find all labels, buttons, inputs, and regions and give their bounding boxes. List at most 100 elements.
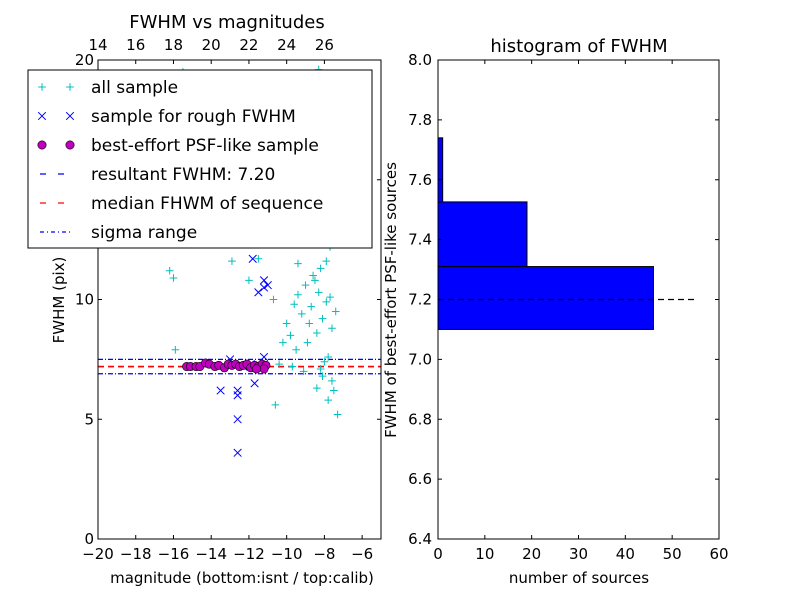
plus-point bbox=[331, 307, 340, 316]
y-tick-label: 7.0 bbox=[408, 350, 432, 368]
plus-point bbox=[326, 293, 334, 301]
fwhm-histogram-chart: histogram of FWHM 0 10 20 30 40 50 60 6.46.66.… bbox=[382, 36, 729, 587]
right-y-ticks: 6.4 6.6 6.8 7.0 7.2 7.4 7.6 7.8 8.0 bbox=[408, 51, 719, 548]
plus-point bbox=[305, 319, 314, 328]
plus-point bbox=[307, 302, 315, 311]
y-tick-label: 5 bbox=[84, 410, 94, 428]
legend-marker-swatch bbox=[37, 111, 47, 121]
left-x-ticks: −20 −18 −16 −14 −12 −10 −8 −6 bbox=[82, 535, 373, 563]
plus-point bbox=[313, 384, 321, 392]
left-chart-title: FWHM vs magnitudes bbox=[129, 12, 324, 33]
x-point bbox=[250, 379, 259, 388]
x-tick-label: 20 bbox=[522, 545, 541, 563]
x-tick-label: −14 bbox=[195, 545, 227, 563]
plus-point bbox=[309, 271, 317, 280]
plus-point bbox=[316, 365, 325, 373]
legend-box bbox=[27, 69, 373, 249]
y-tick-label: 20 bbox=[75, 51, 94, 69]
circle-point bbox=[251, 364, 261, 374]
y-tick-label: 0 bbox=[84, 530, 94, 548]
top-tick-label: 16 bbox=[126, 36, 145, 54]
y-tick-label: 7.6 bbox=[408, 171, 432, 189]
legend-marker-swatch bbox=[65, 111, 75, 121]
x-tick-label: −12 bbox=[233, 545, 265, 563]
x-point bbox=[263, 280, 272, 290]
x-point bbox=[248, 254, 257, 263]
right-chart-title: histogram of FWHM bbox=[490, 36, 667, 57]
legend-marker-swatch bbox=[66, 83, 74, 91]
plus-point bbox=[279, 338, 287, 347]
legend-label: resultant FWHM: 7.20 bbox=[91, 165, 275, 185]
plus-point bbox=[316, 264, 325, 273]
circle-point bbox=[259, 364, 269, 374]
plus-point bbox=[333, 410, 342, 419]
plus-point bbox=[286, 331, 295, 340]
plus-point bbox=[322, 257, 331, 265]
left-top-ticks: 14 16 18 20 22 24 26 bbox=[88, 36, 334, 64]
plus-point bbox=[171, 345, 180, 354]
left-y-axis-label: FWHM (pix) bbox=[50, 257, 68, 344]
legend-label: best-effort PSF-like sample bbox=[91, 136, 319, 156]
x-tick-label: 50 bbox=[663, 545, 682, 563]
left-x-axis-label: magnitude (bottom:isnt / top:calib) bbox=[110, 569, 374, 587]
right-plot-area bbox=[437, 137, 696, 330]
top-tick-label: 18 bbox=[164, 36, 183, 54]
plus-point bbox=[318, 372, 327, 380]
series-x bbox=[216, 254, 272, 457]
x-point bbox=[259, 276, 269, 285]
legend-entry: sample for rough FWHM bbox=[37, 107, 296, 127]
y-tick-label: 7.4 bbox=[408, 231, 432, 249]
x-tick-label: −18 bbox=[120, 545, 152, 563]
plus-point bbox=[165, 266, 174, 275]
plus-point bbox=[292, 345, 300, 354]
x-point bbox=[259, 283, 269, 292]
plus-point bbox=[294, 290, 302, 299]
plus-point bbox=[275, 360, 283, 368]
plus-point bbox=[318, 314, 327, 323]
y-tick-label: 7.8 bbox=[408, 111, 432, 129]
plus-point bbox=[303, 338, 312, 347]
plus-point bbox=[271, 401, 280, 409]
x-tick-label: −16 bbox=[158, 545, 190, 563]
x-tick-label: −8 bbox=[313, 545, 335, 563]
legend-label: sample for rough FWHM bbox=[91, 107, 296, 127]
histogram-bar bbox=[437, 137, 444, 203]
x-tick-label: 30 bbox=[569, 545, 588, 563]
top-tick-label: 26 bbox=[315, 36, 334, 54]
plus-point bbox=[320, 357, 329, 366]
plus-point bbox=[299, 367, 308, 376]
legend-entry: resultant FWHM: 7.20 bbox=[40, 165, 275, 185]
legend-entry: all sample bbox=[38, 78, 178, 98]
y-tick-label: 7.2 bbox=[408, 291, 432, 309]
x-point bbox=[216, 386, 225, 395]
plus-point bbox=[245, 276, 253, 285]
plus-point bbox=[269, 295, 278, 304]
x-point bbox=[254, 288, 263, 297]
plus-point bbox=[330, 386, 338, 395]
legend-label: all sample bbox=[91, 78, 178, 98]
y-tick-label: 6.6 bbox=[408, 470, 432, 488]
x-point bbox=[259, 352, 269, 362]
plus-point bbox=[313, 329, 321, 337]
right-x-axis-label: number of sources bbox=[509, 569, 649, 587]
plus-point bbox=[228, 257, 236, 265]
legend-label: median FHWM of sequence bbox=[91, 194, 323, 214]
plus-point bbox=[288, 362, 297, 371]
plus-point bbox=[294, 259, 302, 268]
plus-point bbox=[328, 377, 336, 385]
plus-point bbox=[290, 300, 299, 309]
y-tick-label: 8.0 bbox=[408, 51, 432, 69]
right-x-ticks: 0 10 20 30 40 50 60 bbox=[433, 60, 729, 563]
legend-marker-swatch bbox=[37, 140, 47, 150]
fwhm-vs-magnitude-chart: FWHM vs magnitudes −20 −18 −16 −14 −12 −10 −8−… bbox=[27, 12, 382, 587]
plus-point bbox=[324, 353, 332, 361]
x-tick-label: −10 bbox=[271, 545, 303, 563]
x-tick-label: −20 bbox=[82, 545, 114, 563]
x-point bbox=[233, 448, 242, 457]
top-tick-label: 14 bbox=[88, 36, 107, 54]
plus-point bbox=[297, 310, 306, 318]
x-tick-label: 40 bbox=[616, 545, 635, 563]
x-point bbox=[233, 415, 242, 424]
legend-marker-swatch bbox=[65, 140, 75, 150]
plus-point bbox=[322, 298, 331, 306]
